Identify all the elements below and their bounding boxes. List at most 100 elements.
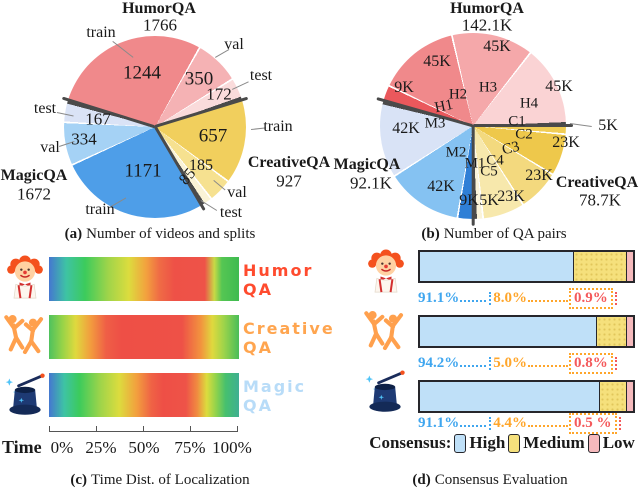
dotted-tick <box>614 291 617 305</box>
consensus-segment-high <box>420 382 599 411</box>
creative-qa-label: Creative QA <box>243 319 335 357</box>
low-pct-box: 0.9% <box>569 287 613 309</box>
pie-a-creative-val-label: val <box>227 184 247 201</box>
pie-b-c1-value: 5K <box>598 117 618 134</box>
caption-d: (d) Consensus Evaluation <box>412 472 567 489</box>
dancers-icon <box>362 308 408 361</box>
creative-consensus-values: 94.2% 5.0% 0.8% <box>418 352 640 374</box>
consensus-segment-medium <box>595 317 626 346</box>
magic-qa-label-line2: QA <box>243 396 273 415</box>
pie-b-magic-title: MagicQA <box>333 156 401 173</box>
pie-a-magic-val-label: val <box>40 139 60 156</box>
pie-b-m3-value: 42K <box>392 120 420 137</box>
caption-d-tag: (d) <box>412 472 431 488</box>
medium-swatch <box>508 433 521 453</box>
consensus-segment-high <box>420 317 596 346</box>
humor-qa-label-line1: Humor <box>243 261 314 280</box>
creative-consensus-bar <box>418 315 635 348</box>
pie-b-c5-value: 5K <box>479 192 499 209</box>
pie-b-h2-label: H2 <box>448 86 468 103</box>
dotted-leader <box>528 424 568 427</box>
tick-label-75: 75% <box>174 438 206 457</box>
low-swatch <box>587 433 600 453</box>
pie-a-humor-val-value: 350 <box>184 68 214 90</box>
pie-a-humor-val-label: val <box>224 36 244 53</box>
caption-c: (c) Time Dist. of Localization <box>70 472 249 489</box>
pie-a-creative-val-value: 185 <box>189 157 213 174</box>
magic-hat-icon <box>362 368 408 421</box>
consensus-segment-low <box>625 317 633 346</box>
pie-a-humor-test-label: test <box>249 67 273 84</box>
consensus-segment-low <box>625 252 633 281</box>
axis-tick <box>237 426 238 432</box>
magic-qa-label-line1: Magic <box>243 377 307 396</box>
pie-b-c3-value: 23K <box>525 167 553 184</box>
caption-b: (b) Number of QA pairs <box>421 226 566 243</box>
pie-b-m2-label: M2 <box>445 144 467 161</box>
dotted-leader <box>460 424 487 427</box>
consensus-segment-low <box>625 382 633 411</box>
pie-b-creative-total: 78.7K <box>578 190 622 210</box>
axis-tick <box>143 426 144 432</box>
humor-qa-label-line2: QA <box>243 280 273 299</box>
legend-title: Consensus: <box>369 433 452 452</box>
pie-b-magic-total: 92.1K <box>349 173 393 193</box>
creative-qa-label-line1: Creative <box>243 319 335 338</box>
creative-qa-label-line2: QA <box>243 338 273 357</box>
caption-c-text: Time Dist. of Localization <box>91 472 250 488</box>
medium-pct: 8.0% <box>493 289 527 306</box>
pie-b-m1-label: M1 <box>464 155 486 172</box>
pie-b-m3-label: M3 <box>424 115 446 132</box>
low-pct: 0.9% <box>574 289 608 306</box>
caption-b-tag: (b) <box>421 226 440 242</box>
low-pct: 0.8% <box>574 354 608 371</box>
high-pct: 94.2% <box>418 354 460 371</box>
consensus-legend: Consensus: High Medium Low <box>368 433 636 453</box>
high-pct: 91.1% <box>418 289 460 306</box>
humor-qa-label: Humor QA <box>243 261 313 299</box>
caption-a-tag: (a) <box>64 226 83 242</box>
pie-a-magic-val-value: 334 <box>71 129 97 149</box>
clown-icon <box>364 248 408 299</box>
caption-d-text: Consensus Evaluation <box>434 472 568 488</box>
pie-b-c5-label: C5 <box>480 163 498 180</box>
pie-b-c2-value: 23K <box>552 134 580 151</box>
pie-b-creative-title: CreativeQA <box>555 174 639 191</box>
pie-a-humor-train-value: 1244 <box>123 62 161 84</box>
magic-time-heatbar <box>49 373 239 417</box>
pie-a-magic-train-value: 1171 <box>124 160 162 182</box>
axis-tick <box>49 426 50 432</box>
dotted-tick <box>489 356 492 370</box>
pie-a-humor-title: HumorQA <box>122 0 196 17</box>
dotted-tick <box>489 291 492 305</box>
pie-b-c4-value: 23K <box>497 188 525 205</box>
pie-a-magic-train-label: train <box>85 201 115 218</box>
dotted-leader <box>528 299 568 302</box>
tick-label-25: 25% <box>85 438 117 457</box>
pie-b-divider-creative-magic <box>471 125 475 226</box>
magic-consensus-bar <box>418 380 635 413</box>
high-swatch <box>454 433 467 453</box>
pie-a-magic-test-label: test <box>33 100 57 117</box>
tick-label-0: 0% <box>50 438 74 457</box>
pie-b-h2-value: 45K <box>423 53 451 70</box>
pie-b-h3-label: H3 <box>478 79 498 96</box>
pie-b-c4-label: C4 <box>486 152 504 169</box>
pie-a-humor-train-label: train <box>86 24 116 41</box>
pie-a-creative-total: 927 <box>276 171 302 191</box>
humor-consensus-bar <box>418 250 635 283</box>
consensus-segment-high <box>420 252 574 281</box>
pie-a-creative-train-value: 657 <box>198 125 228 147</box>
tick-label-100: 100% <box>212 438 252 457</box>
magic-qa-label: Magic QA <box>243 377 306 415</box>
magic-consensus-values: 91.1% 4.4% 0.5 % <box>418 412 640 434</box>
consensus-segment-medium <box>598 382 626 411</box>
axis-tick <box>96 426 97 432</box>
pie-b-h4-value: 45K <box>545 78 573 95</box>
low-pct: 0.5 % <box>574 414 612 431</box>
medium-pct: 4.4% <box>493 414 527 431</box>
caption-a-text: Number of videos and splits <box>86 226 256 242</box>
humor-consensus-values: 91.1% 8.0% 0.9% <box>418 287 640 309</box>
pie-a-magic-test-value: 167 <box>85 109 111 129</box>
